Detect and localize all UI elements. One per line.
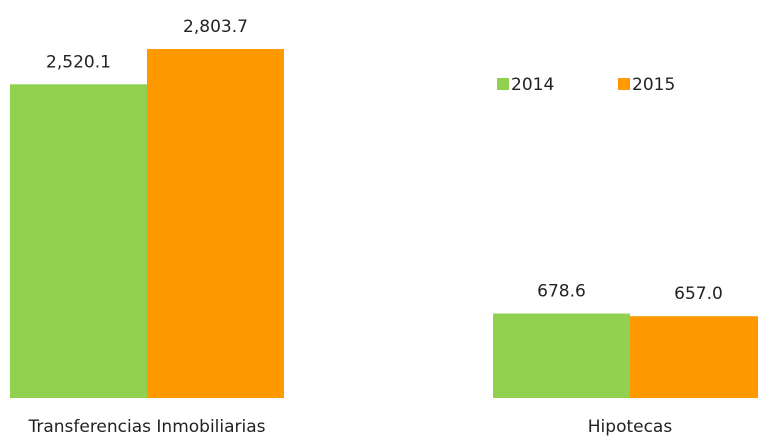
value-label: 2,803.7	[183, 17, 248, 37]
legend-label: 2015	[632, 75, 675, 95]
legend-swatch	[618, 78, 630, 90]
value-label: 678.6	[537, 282, 586, 302]
bar	[147, 49, 284, 398]
bar	[630, 316, 758, 398]
legend-label: 2014	[511, 75, 554, 95]
value-label: 657.0	[674, 284, 723, 304]
bar	[10, 84, 147, 398]
x-tick-label: Transferencias Inmobiliarias	[27, 417, 265, 437]
legend-swatch	[497, 78, 509, 90]
value-label: 2,520.1	[46, 52, 111, 72]
x-tick-label: Hipotecas	[588, 417, 673, 437]
bar	[493, 313, 630, 398]
